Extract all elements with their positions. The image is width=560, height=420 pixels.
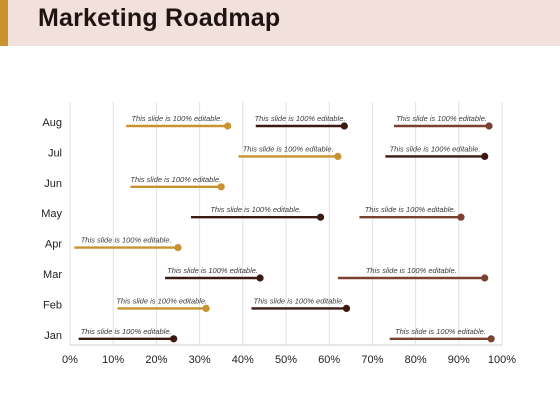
segment-label: This slide is 100% editable. bbox=[243, 144, 334, 153]
y-tick-label: Jan bbox=[44, 330, 62, 342]
y-tick-label: May bbox=[41, 208, 62, 220]
segment-label: This slide is 100% editable. bbox=[366, 266, 457, 275]
segment-end-marker bbox=[224, 122, 232, 130]
segment-label: This slide is 100% editable. bbox=[395, 327, 486, 336]
segment-label: This slide is 100% editable. bbox=[116, 296, 207, 305]
segment-end-marker bbox=[202, 304, 210, 312]
page-title: Marketing Roadmap bbox=[38, 4, 281, 32]
x-tick-label: 90% bbox=[448, 354, 470, 366]
x-tick-label: 10% bbox=[102, 354, 124, 366]
segment-label: This slide is 100% editable. bbox=[210, 205, 301, 214]
segment-end-marker bbox=[256, 274, 264, 282]
x-tick-label: 30% bbox=[189, 354, 211, 366]
segment-end-marker bbox=[340, 122, 348, 130]
segment-label: This slide is 100% editable. bbox=[254, 296, 345, 305]
segment-end-marker bbox=[174, 244, 182, 252]
segment-end-marker bbox=[342, 304, 351, 312]
x-tick-label: 80% bbox=[405, 354, 427, 366]
header-accent-bar bbox=[0, 0, 8, 46]
y-tick-label: Jul bbox=[48, 147, 62, 159]
segment-end-marker bbox=[487, 335, 495, 343]
segment-label: This slide is 100% editable. bbox=[81, 236, 172, 245]
x-tick-label: 0% bbox=[62, 354, 78, 366]
y-tick-label: Aug bbox=[42, 117, 62, 129]
header-shape-left bbox=[0, 4, 505, 46]
segment-end-marker bbox=[217, 183, 225, 191]
segment-label: This slide is 100% editable. bbox=[167, 266, 258, 275]
x-tick-label: 60% bbox=[318, 354, 340, 366]
x-tick-label: 40% bbox=[232, 354, 254, 366]
segment-label: This slide is 100% editable. bbox=[255, 114, 346, 123]
y-tick-label: Jun bbox=[44, 178, 62, 190]
x-tick-label: 70% bbox=[361, 354, 383, 366]
segment-end-marker bbox=[481, 152, 489, 160]
segment-end-marker bbox=[334, 152, 342, 160]
x-tick-label: 50% bbox=[275, 354, 297, 366]
x-tick-label: 100% bbox=[488, 354, 516, 366]
segment-label: This slide is 100% editable. bbox=[365, 205, 456, 214]
segment-end-marker bbox=[481, 274, 489, 282]
x-tick-label: 20% bbox=[145, 354, 167, 366]
segment-label: This slide is 100% editable. bbox=[131, 114, 222, 123]
segment-label: This slide is 100% editable. bbox=[396, 114, 487, 123]
segment-end-marker bbox=[170, 335, 178, 343]
segment-label: This slide is 100% editable. bbox=[390, 144, 481, 153]
y-tick-label: Mar bbox=[43, 269, 62, 281]
y-tick-label: Apr bbox=[45, 239, 62, 251]
header-background bbox=[0, 0, 560, 46]
segment-end-marker bbox=[316, 213, 325, 221]
header-band bbox=[0, 0, 560, 46]
segment-label: This slide is 100% editable. bbox=[130, 175, 221, 184]
segment-label: This slide is 100% editable. bbox=[81, 327, 172, 336]
segment-end-marker bbox=[457, 213, 465, 221]
y-tick-label: Feb bbox=[43, 299, 62, 311]
segment-end-marker bbox=[485, 122, 493, 130]
header-shape-right bbox=[0, 0, 560, 46]
